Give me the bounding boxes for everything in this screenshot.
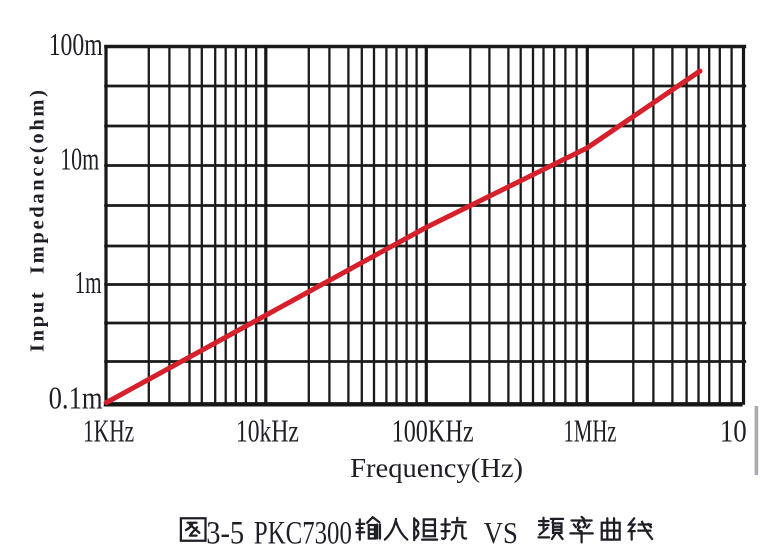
svg-text:1KHz: 1KHz (83, 413, 134, 449)
svg-text:100KHz: 100KHz (392, 413, 474, 449)
svg-text:Frequency(Hz): Frequency(Hz) (350, 453, 523, 483)
svg-text:10kHz: 10kHz (236, 413, 299, 449)
svg-text:100m: 100m (49, 26, 103, 62)
svg-text:10: 10 (720, 413, 747, 449)
svg-text:1MHz: 1MHz (564, 413, 617, 449)
svg-text:0.1m: 0.1m (49, 380, 103, 416)
svg-text:PKC7300: PKC7300 (254, 516, 352, 552)
svg-text:1m: 1m (75, 264, 102, 300)
svg-text:10m: 10m (60, 141, 99, 177)
svg-text:VS: VS (484, 515, 518, 550)
svg-text:Input Impedance(ohm): Input Impedance(ohm) (27, 90, 49, 352)
svg-text:3-5: 3-5 (206, 516, 244, 552)
